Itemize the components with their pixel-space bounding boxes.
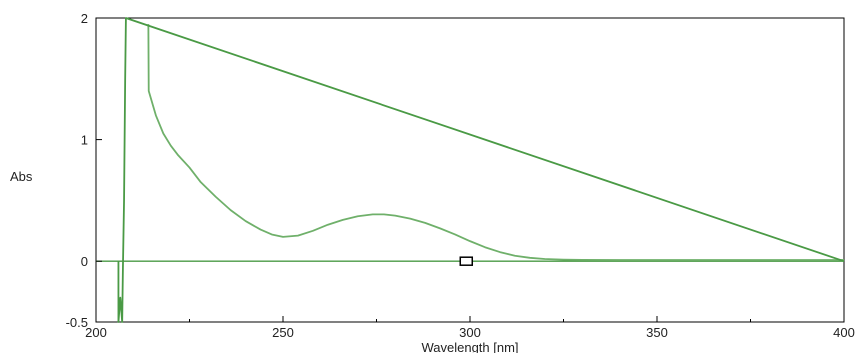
y-tick-label-0: 0 bbox=[81, 254, 88, 269]
x-tick-label-400: 400 bbox=[833, 325, 855, 340]
y-tick-label-1: 1 bbox=[81, 133, 88, 148]
series-2-line bbox=[117, 17, 845, 323]
x-tick-label-350: 350 bbox=[646, 325, 668, 340]
y-tick-label-2: 2 bbox=[81, 11, 88, 26]
x-tick-label-250: 250 bbox=[272, 325, 294, 340]
plot-area: 200 250 300 350 400 -0.5 0 1 2 bbox=[66, 11, 855, 340]
x-tick-label-300: 300 bbox=[459, 325, 481, 340]
y-axis-label: Abs bbox=[10, 169, 33, 184]
y-tick-label--0.5: -0.5 bbox=[66, 315, 88, 330]
tick-layer: 200 250 300 350 400 -0.5 0 1 2 bbox=[66, 11, 855, 340]
x-axis-label: Wavelength [nm] bbox=[421, 340, 518, 353]
data-layer bbox=[96, 17, 845, 323]
x-tick-label-200: 200 bbox=[85, 325, 107, 340]
plot-frame bbox=[95, 17, 845, 323]
series-1-line bbox=[147, 24, 844, 261]
cursor-marker-1 bbox=[459, 256, 474, 266]
